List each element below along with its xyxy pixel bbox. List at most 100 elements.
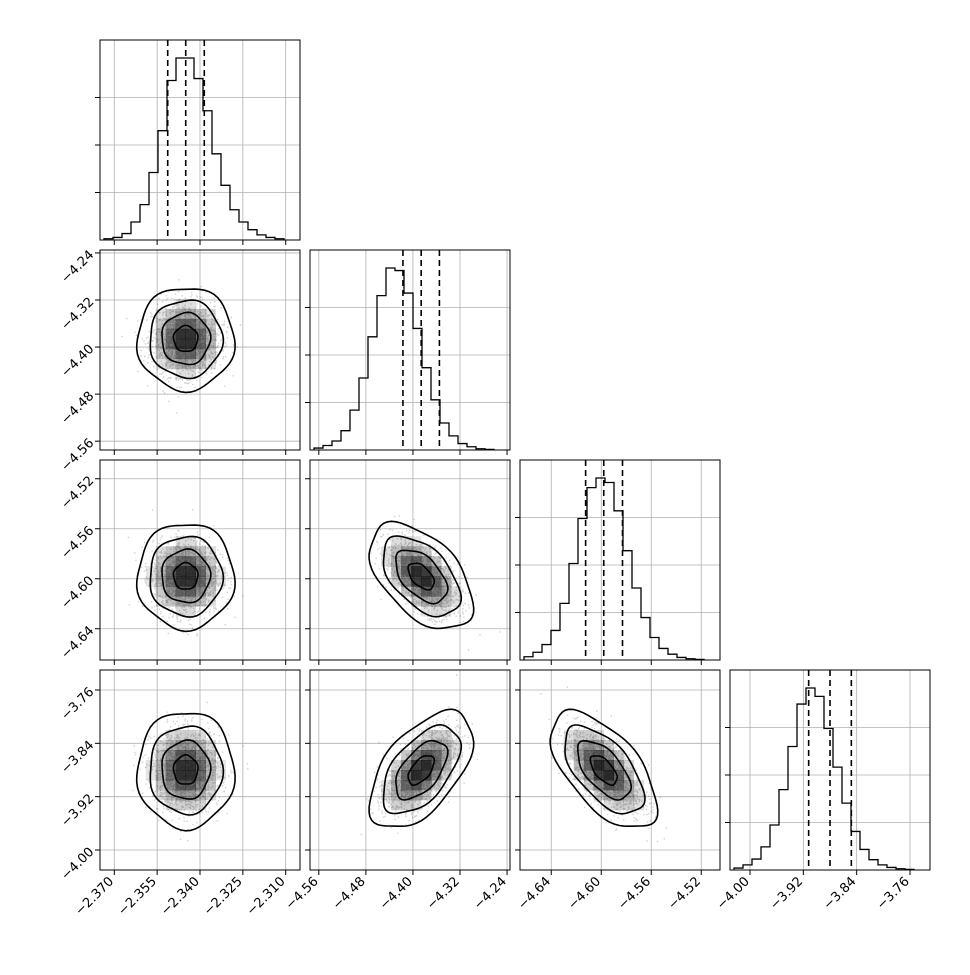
density-cell — [391, 536, 402, 547]
density-cell — [175, 536, 187, 547]
density-cell — [155, 576, 167, 587]
density-cell — [215, 566, 227, 577]
contour-line — [368, 520, 475, 630]
density-cell — [155, 780, 167, 791]
density-cell — [401, 780, 412, 791]
density-cell — [165, 546, 177, 557]
density-cell — [583, 750, 595, 761]
panel-frame — [309, 459, 511, 661]
density-cell — [381, 556, 392, 567]
density-cell — [155, 596, 167, 607]
density-cell — [205, 596, 217, 607]
density-cell — [165, 780, 177, 791]
density-cell — [205, 750, 217, 761]
density-cell — [195, 328, 207, 340]
density-cell — [175, 368, 187, 380]
density-cell — [165, 790, 177, 801]
density-cell — [165, 730, 177, 741]
density-cell — [185, 318, 197, 330]
density-cell — [155, 750, 167, 761]
density-cell — [155, 338, 167, 350]
x-tick-label: −4.56 — [283, 874, 322, 913]
density-cell — [215, 770, 227, 781]
density-cell — [175, 790, 187, 801]
x-tick-label: −4.60 — [565, 874, 604, 913]
density-cell — [411, 740, 422, 751]
density-cell — [195, 750, 207, 761]
density-cell — [411, 566, 422, 577]
density-cell — [175, 586, 187, 597]
density-cell — [155, 358, 167, 370]
density-cell — [431, 566, 442, 577]
density-cell — [175, 606, 187, 617]
density-cell — [431, 606, 442, 617]
density-cell — [175, 750, 187, 761]
density-cell — [391, 546, 402, 557]
density-cell — [401, 760, 412, 771]
density-cell — [175, 800, 187, 811]
density-cell — [633, 780, 645, 791]
density-cell — [633, 800, 645, 811]
y-tick-label: −4.40 — [59, 342, 98, 381]
density-cell — [401, 750, 412, 761]
contour-line — [161, 739, 212, 800]
histogram-1 — [313, 267, 495, 451]
density-cell — [175, 566, 187, 577]
density-cell — [175, 760, 187, 771]
density-cell — [195, 348, 207, 360]
contour-line — [149, 725, 225, 816]
density-cell — [185, 536, 197, 547]
y-tick-label: −4.00 — [59, 845, 98, 884]
density-cell — [431, 780, 442, 791]
x-tick-label: −2.310 — [244, 874, 289, 919]
density-cell — [391, 790, 402, 801]
histogram-3 — [733, 687, 915, 871]
x-tick-label: −2.370 — [72, 874, 117, 919]
density-cell — [593, 780, 605, 791]
density-cell — [205, 556, 217, 567]
contour-line — [149, 299, 225, 380]
density-cell — [431, 750, 442, 761]
contour-line — [564, 724, 646, 815]
density-cell — [411, 770, 422, 781]
density-cell — [185, 348, 197, 360]
density-cell — [583, 780, 595, 791]
density-cell — [421, 780, 432, 791]
y-tick-label: −3.84 — [59, 738, 98, 777]
scatter-dots — [540, 686, 668, 843]
density-cell — [441, 606, 452, 617]
density-cell — [185, 308, 197, 320]
x-tick-label: −4.24 — [471, 874, 510, 913]
density-cell — [421, 770, 432, 781]
density-cell — [563, 740, 575, 751]
density-cell — [205, 308, 217, 320]
density-cell — [603, 750, 615, 761]
density-cell — [155, 308, 167, 320]
contour-line — [368, 708, 475, 827]
density-cell — [623, 780, 635, 791]
density-cell — [205, 318, 217, 330]
contour-line — [172, 324, 199, 352]
density-cell — [165, 318, 177, 330]
density-cell — [411, 596, 422, 607]
density-cell — [421, 790, 432, 801]
density-cell — [185, 780, 197, 791]
contour-line — [135, 288, 236, 394]
density-cell — [613, 780, 625, 791]
density-cell — [165, 338, 177, 350]
density-cell — [411, 750, 422, 761]
panel-2-0 — [127, 509, 244, 637]
density-cell — [451, 596, 462, 607]
density-cell — [451, 740, 462, 751]
panel-3-0 — [132, 701, 249, 842]
density-cell — [205, 338, 217, 350]
density-cell — [613, 770, 625, 781]
panel-3-3 — [733, 670, 915, 871]
density-cell — [195, 566, 207, 577]
scatter-points — [127, 509, 244, 637]
density-cell — [583, 760, 595, 771]
density-cell — [411, 576, 422, 587]
density-cell — [381, 780, 392, 791]
density-cell — [205, 348, 217, 360]
